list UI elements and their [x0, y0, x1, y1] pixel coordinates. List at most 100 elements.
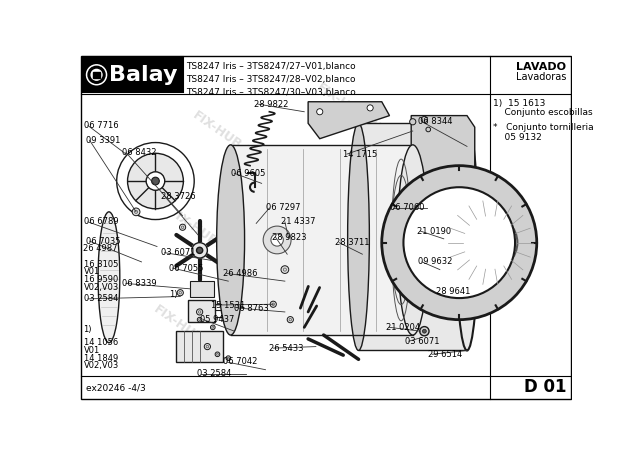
- Text: V02,V03: V02,V03: [84, 361, 120, 370]
- Text: Lavadoras: Lavadoras: [516, 72, 566, 82]
- Text: 14 1715: 14 1715: [343, 149, 377, 158]
- Text: 06 9605: 06 9605: [231, 169, 265, 178]
- Text: 09 3391: 09 3391: [86, 136, 120, 145]
- Text: *   Conjunto tornilleria: * Conjunto tornilleria: [494, 123, 594, 132]
- Ellipse shape: [398, 145, 428, 335]
- Text: 03 2584: 03 2584: [84, 294, 118, 303]
- Text: 06 7042: 06 7042: [223, 357, 257, 366]
- Text: Conjunto escobillas: Conjunto escobillas: [494, 108, 593, 117]
- Bar: [83, 57, 183, 93]
- Text: 1): 1): [83, 325, 92, 334]
- Circle shape: [88, 66, 105, 83]
- Text: 03 6071: 03 6071: [405, 337, 439, 346]
- Circle shape: [197, 317, 202, 322]
- Polygon shape: [308, 102, 389, 139]
- Text: 06 7716: 06 7716: [84, 121, 119, 130]
- Text: 16 9590: 16 9590: [84, 275, 118, 284]
- Circle shape: [281, 266, 289, 274]
- Text: FIX-HUB.RU: FIX-HUB.RU: [387, 220, 462, 277]
- Text: 03 6071: 03 6071: [161, 248, 195, 257]
- Circle shape: [463, 216, 517, 270]
- Text: 21 0204: 21 0204: [385, 323, 420, 332]
- Circle shape: [192, 243, 207, 258]
- Circle shape: [146, 172, 165, 190]
- Bar: [231, 145, 413, 335]
- Text: Balay: Balay: [109, 65, 177, 85]
- Bar: [176, 331, 223, 362]
- Text: 06 8432: 06 8432: [122, 148, 156, 157]
- Circle shape: [132, 208, 140, 216]
- Bar: [93, 72, 100, 78]
- Circle shape: [448, 200, 533, 285]
- Circle shape: [197, 247, 203, 253]
- Circle shape: [271, 234, 283, 246]
- Text: 06 7060: 06 7060: [389, 203, 424, 212]
- Circle shape: [403, 187, 515, 298]
- Text: 06 8344: 06 8344: [418, 117, 453, 126]
- Text: 06 7297: 06 7297: [265, 203, 300, 212]
- Text: 06 8339: 06 8339: [122, 279, 156, 288]
- Text: 05 9437: 05 9437: [200, 315, 234, 324]
- Bar: [190, 281, 214, 297]
- Circle shape: [287, 316, 293, 323]
- Circle shape: [211, 325, 215, 330]
- Text: FIX-HUB.RU: FIX-HUB.RU: [249, 275, 324, 332]
- Circle shape: [86, 65, 107, 85]
- Text: 28 3711: 28 3711: [335, 238, 370, 247]
- Text: 06 7035: 06 7035: [86, 237, 120, 246]
- Text: FIX-HUB.RU: FIX-HUB.RU: [151, 303, 225, 360]
- Text: 26 4987: 26 4987: [83, 243, 117, 252]
- Circle shape: [91, 69, 102, 80]
- Text: FIX-HUB.RU: FIX-HUB.RU: [348, 247, 422, 304]
- Text: FIX-HUB.RU: FIX-HUB.RU: [166, 206, 240, 263]
- Text: 26 5433: 26 5433: [270, 344, 304, 353]
- Text: 06 8763: 06 8763: [235, 304, 269, 313]
- Text: 05 9132: 05 9132: [494, 133, 542, 142]
- Circle shape: [317, 108, 323, 115]
- Text: V01: V01: [84, 267, 100, 276]
- Text: 21 0190: 21 0190: [417, 227, 451, 236]
- Text: 16 3105: 16 3105: [84, 260, 118, 269]
- Text: 28 9822: 28 9822: [254, 99, 288, 108]
- Ellipse shape: [456, 123, 478, 351]
- Text: FIX-HUB.RU: FIX-HUB.RU: [363, 150, 437, 207]
- Text: 06 6789: 06 6789: [84, 217, 119, 226]
- Circle shape: [204, 343, 211, 350]
- Text: 09 9632: 09 9632: [418, 257, 453, 266]
- Text: 1): 1): [169, 290, 177, 299]
- Text: LAVADO: LAVADO: [516, 62, 566, 72]
- Circle shape: [422, 329, 426, 333]
- Text: FIX-HUB.RU: FIX-HUB.RU: [265, 178, 338, 235]
- Text: 03 2584: 03 2584: [197, 369, 232, 378]
- Text: 1)  15 1613: 1) 15 1613: [494, 99, 546, 108]
- Circle shape: [270, 301, 277, 307]
- Text: 14 1056: 14 1056: [84, 338, 118, 347]
- Text: 21 4337: 21 4337: [281, 217, 315, 226]
- Circle shape: [382, 166, 537, 320]
- Text: 26 4986: 26 4986: [223, 269, 258, 278]
- Circle shape: [116, 143, 194, 220]
- Circle shape: [128, 153, 183, 209]
- Circle shape: [197, 309, 203, 315]
- Circle shape: [421, 117, 427, 122]
- Text: D 01: D 01: [523, 378, 566, 396]
- Circle shape: [420, 327, 429, 336]
- Circle shape: [151, 177, 160, 185]
- Ellipse shape: [348, 123, 370, 351]
- Text: FIX-HUB.RU: FIX-HUB.RU: [314, 81, 387, 138]
- Circle shape: [410, 119, 416, 125]
- Circle shape: [226, 356, 231, 360]
- Circle shape: [215, 352, 220, 356]
- Text: FIX-HUB.RU: FIX-HUB.RU: [190, 108, 265, 166]
- Text: 15 1531: 15 1531: [211, 301, 245, 310]
- Text: 28 9641: 28 9641: [436, 287, 471, 296]
- Circle shape: [179, 224, 186, 230]
- Polygon shape: [411, 116, 474, 189]
- Text: V02,V03: V02,V03: [84, 283, 120, 292]
- Text: V01: V01: [84, 346, 100, 355]
- Text: TS8247 Iris – 3TS8247/27–V01,blanco
TS8247 Iris – 3TS8247/28–V02,blanco
TS8247 I: TS8247 Iris – 3TS8247/27–V01,blanco TS82…: [186, 62, 356, 97]
- Bar: [359, 123, 467, 351]
- Circle shape: [367, 105, 373, 111]
- Text: 29 6514: 29 6514: [428, 350, 462, 359]
- Bar: [188, 301, 215, 322]
